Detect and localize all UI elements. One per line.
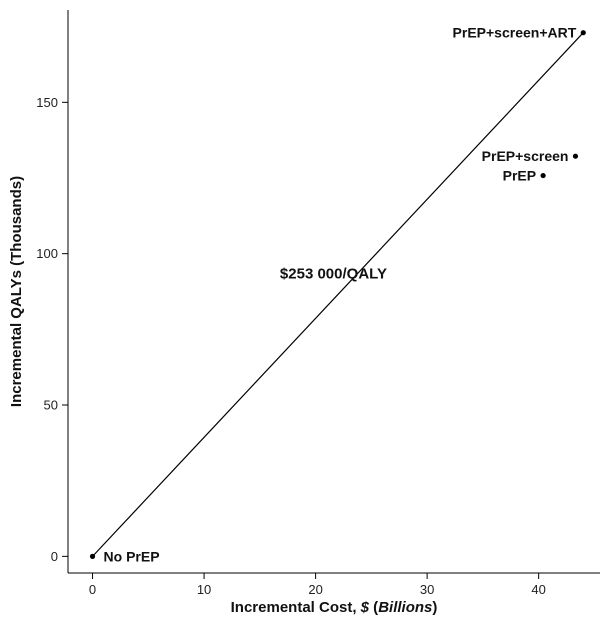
data-point <box>572 153 579 159</box>
y-tick-label: 50 <box>44 398 58 413</box>
point-label: PrEP+screen+ART <box>453 25 577 41</box>
y-tick-label: 100 <box>36 246 58 261</box>
x-axis-title-unit: Billions <box>378 599 432 616</box>
x-tick-label: 10 <box>197 582 211 597</box>
y-tick-label: 150 <box>36 95 58 110</box>
data-points: No PrEP PrEP PrEP+screen PrEP+screen+ART <box>89 25 586 564</box>
x-axis-title: Incremental Cost, $ (Billions) <box>231 599 438 616</box>
data-point <box>540 172 546 179</box>
x-tick-label: 30 <box>420 582 434 597</box>
x-axis-title-lead: Incremental Cost, <box>231 599 361 616</box>
y-tick-label: 0 <box>51 549 58 564</box>
x-tick-label: 0 <box>89 582 96 597</box>
point-label: PrEP+screen <box>482 148 569 164</box>
x-tick-label: 20 <box>308 582 322 597</box>
point-label: No PrEP <box>104 548 160 564</box>
frontier-label: $253 000/QALY <box>280 265 387 282</box>
x-axis-title-close: ) <box>432 599 437 616</box>
x-tick-label: 40 <box>531 582 545 597</box>
y-axis-ticks: 0 50 100 150 <box>36 95 68 564</box>
data-point <box>580 30 586 36</box>
y-axis-title: Incremental QALYs (Thousands) <box>8 176 25 407</box>
x-axis-ticks: 0 10 20 30 40 <box>89 573 546 597</box>
point-label: PrEP <box>503 168 536 184</box>
plot-area: 0 50 100 150 0 10 20 30 40 $253 000/QALY No PrE… <box>36 10 600 597</box>
data-point <box>89 553 96 559</box>
frontier-line <box>92 32 584 557</box>
x-axis-title-dollar: $ <box>360 599 370 616</box>
x-axis-title-open: ( <box>369 599 378 616</box>
